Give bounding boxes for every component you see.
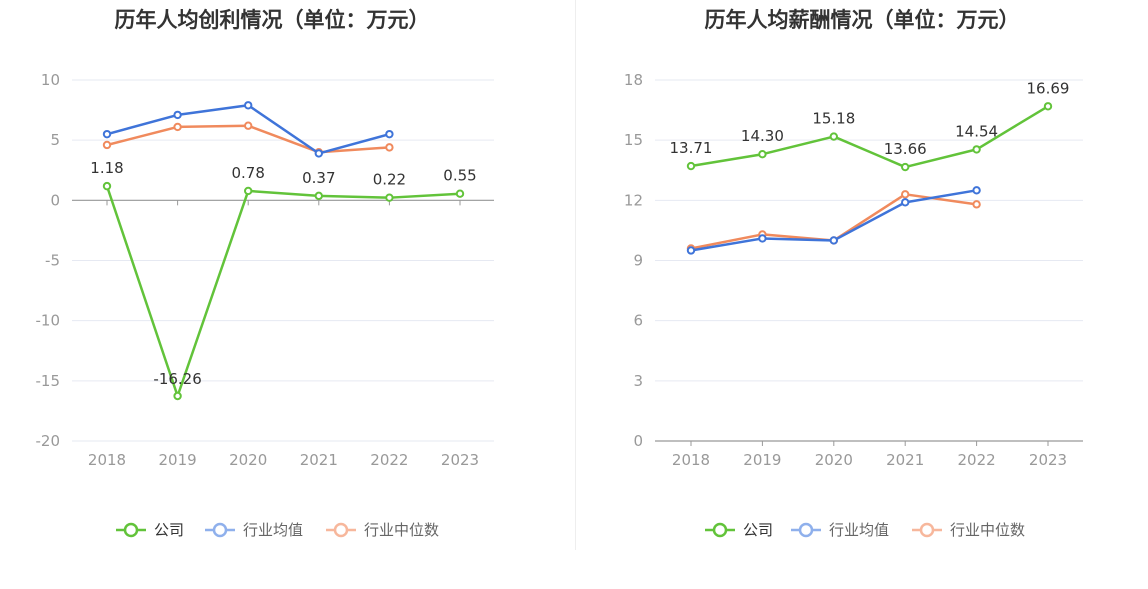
y-tick-label: 6	[633, 312, 643, 330]
x-tick-label: 2019	[743, 451, 781, 469]
x-tick-label: 2021	[886, 451, 924, 469]
data-point	[1043, 102, 1053, 111]
legend-marker	[333, 522, 349, 538]
x-tick-label: 2020	[229, 451, 267, 469]
legend-marker	[712, 522, 728, 538]
data-point	[901, 190, 910, 199]
salary-per-capita-chart: 历年人均薪酬情况（单位：万元） 18 15 12 9 6 3 0 2018 2019 2020 202…	[574, 0, 1148, 589]
x-tick-label: 2021	[300, 451, 338, 469]
data-point	[972, 145, 981, 154]
series-line-0	[105, 185, 461, 398]
y-tick-label: 12	[624, 191, 643, 209]
y-tick-label: 5	[50, 131, 60, 149]
data-point	[244, 101, 253, 110]
data-point	[102, 181, 112, 191]
x-tick-label: 2020	[815, 451, 853, 469]
data-label: 14.54	[955, 122, 998, 140]
legend-marker	[919, 522, 935, 538]
data-label: 0.55	[443, 167, 476, 185]
y-tick-label: 0	[633, 432, 643, 450]
data-point	[102, 129, 112, 139]
data-label: 0.78	[231, 164, 264, 182]
data-point	[244, 186, 253, 196]
legend-item-label[interactable]: 公司	[154, 521, 184, 539]
profit-per-capita-chart: 历年人均创利情况（单位：万元） 10 5 0 -5 -10 -15 -20 2018 2019 20…	[36, 8, 494, 539]
data-point	[758, 234, 767, 243]
x-tick-label: 2023	[441, 451, 479, 469]
data-point	[385, 143, 394, 152]
data-point	[686, 161, 696, 171]
data-point	[385, 129, 394, 139]
data-label: 14.30	[741, 127, 784, 145]
data-point	[972, 200, 981, 209]
x-tick-label: 2018	[672, 451, 710, 469]
series-line-0	[690, 105, 1049, 169]
chart-title: 历年人均创利情况（单位：万元）	[115, 8, 430, 32]
data-point	[901, 162, 910, 172]
y-tick-label: 0	[50, 191, 60, 209]
data-label: 1.18	[90, 159, 123, 177]
y-tick-label: -10	[36, 312, 61, 330]
data-point	[173, 110, 182, 120]
y-tick-label: -15	[36, 372, 61, 390]
data-point	[314, 149, 323, 158]
x-tick-label: 2023	[1029, 451, 1067, 469]
data-point	[829, 132, 838, 141]
data-point	[829, 236, 838, 245]
data-point	[173, 391, 182, 401]
data-point	[173, 122, 182, 132]
data-label: 16.69	[1027, 79, 1070, 97]
salary-per-capita-svg: 历年人均薪酬情况（单位：万元） 18 15 12 9 6 3 0 2018 2019 2020 202…	[624, 8, 1083, 539]
legend-item-label[interactable]: 行业中位数	[364, 521, 439, 539]
profit-per-capita-svg: 历年人均创利情况（单位：万元） 10 5 0 -5 -10 -15 -20 2018 2019 20…	[36, 8, 494, 539]
x-tick-label: 2022	[958, 451, 996, 469]
data-point	[455, 189, 465, 198]
data-label: 13.71	[670, 139, 713, 157]
y-tick-label: 9	[633, 252, 643, 270]
x-tick-label: 2022	[370, 451, 408, 469]
legend-item-label[interactable]: 行业中位数	[950, 521, 1025, 539]
legend-marker	[212, 522, 228, 538]
data-point	[972, 186, 981, 195]
data-label: 15.18	[812, 110, 855, 128]
chart-title: 历年人均薪酬情况（单位：万元）	[705, 8, 1020, 32]
y-tick-label: -20	[36, 432, 61, 450]
legend-item-label[interactable]: 行业均值	[829, 521, 889, 539]
y-tick-label: -5	[45, 252, 60, 270]
data-point	[385, 193, 394, 202]
y-tick-label: 15	[624, 131, 643, 149]
data-point	[314, 191, 323, 201]
data-point	[244, 121, 253, 130]
y-tick-label: 3	[633, 372, 643, 390]
legend-marker	[123, 522, 139, 538]
legend-item-label[interactable]: 公司	[743, 521, 773, 539]
data-label: 0.22	[373, 171, 406, 189]
x-tick-label: 2019	[159, 451, 197, 469]
data-label: 13.66	[884, 140, 927, 158]
data-point	[901, 198, 910, 207]
data-label: 0.37	[302, 169, 335, 187]
y-tick-label: 10	[41, 71, 60, 89]
data-point	[686, 246, 696, 255]
x-tick-label: 2018	[88, 451, 126, 469]
data-label: -16.26	[153, 370, 201, 388]
legend-item-label[interactable]: 行业均值	[243, 521, 303, 539]
data-point	[758, 150, 767, 159]
y-tick-label: 18	[624, 71, 643, 89]
data-point	[102, 140, 112, 150]
panel-divider	[575, 0, 576, 550]
legend-marker	[798, 522, 814, 538]
